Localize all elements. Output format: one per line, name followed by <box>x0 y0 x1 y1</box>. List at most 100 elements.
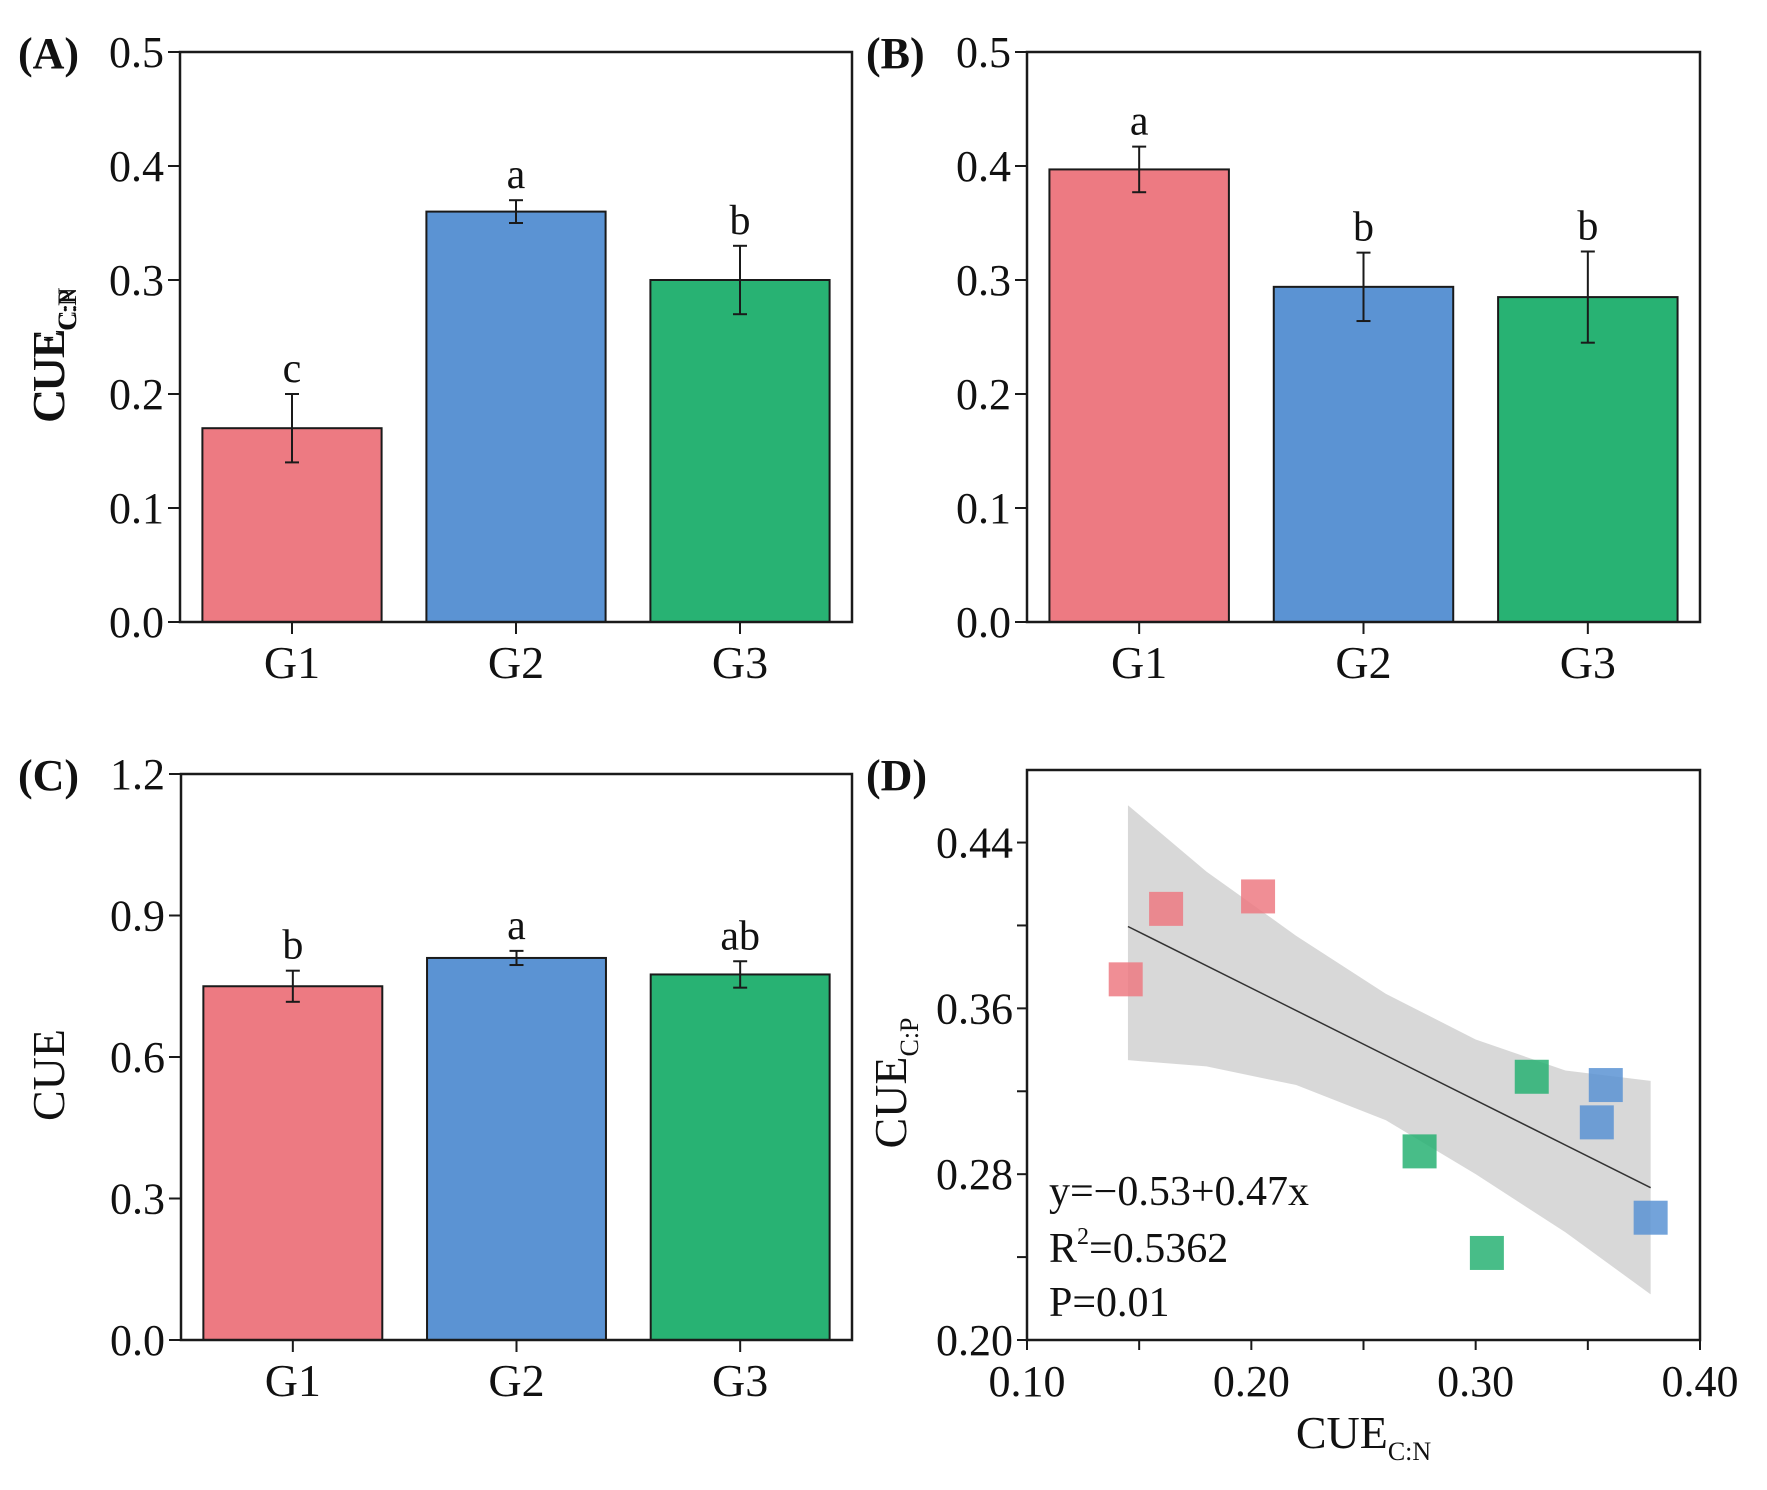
bar-g2 <box>425 210 607 623</box>
y-axis-label-main: CUE <box>23 1029 74 1121</box>
y-tick-label: 0.4 <box>956 142 1011 191</box>
y-axis-label-subscript: C:P <box>895 1017 924 1056</box>
y-axis-label: CUEC:P <box>23 289 82 420</box>
y-tick-label: 0.0 <box>109 598 164 647</box>
significance-letter: ab <box>720 913 760 959</box>
y-axis-label: CUE <box>23 1029 74 1121</box>
y-tick-label: 0.1 <box>956 484 1011 533</box>
x-tick-label: G1 <box>264 637 320 688</box>
panel-label: (A) <box>18 29 79 78</box>
plot-frame <box>1025 50 1702 624</box>
panel-c: b G1 a G2 ab G3 0.0 0.3 0.6 0.9 1.2 CUE (C) <box>18 750 854 1406</box>
x-tick-label: G2 <box>488 1355 544 1406</box>
x-tick-label: G3 <box>712 637 768 688</box>
y-tick-label: 0.3 <box>110 1175 165 1224</box>
x-tick-label: G2 <box>1335 637 1391 688</box>
y-tick-label: 0.4 <box>109 142 164 191</box>
y-tick-label: 0.9 <box>110 892 165 941</box>
x-tick-label: 0.30 <box>1437 1357 1514 1406</box>
x-tick-label: G1 <box>265 1355 321 1406</box>
data-point-g1 <box>1241 879 1276 914</box>
significance-letter: c <box>283 346 302 392</box>
y-tick-label: 0.2 <box>956 370 1011 419</box>
y-axis-label-main: CUE <box>865 1057 916 1149</box>
regression-equation: y=−0.53+0.47x <box>1049 1169 1309 1215</box>
significance-letter: a <box>507 903 526 949</box>
y-tick-label: 0.5 <box>956 28 1011 77</box>
error-bar-g3 <box>733 960 748 989</box>
panel-label: (D) <box>866 751 927 800</box>
regression-line <box>1127 925 1651 1189</box>
r-squared: R2=0.5362 <box>1049 1224 1228 1272</box>
significance-letter: b <box>282 923 303 969</box>
panel-label: (C) <box>18 751 79 800</box>
bar-g3 <box>649 279 831 623</box>
error-bar-g3 <box>733 244 747 316</box>
panel-a: c G1 a G2 b G3 0.0 0.1 0.2 0.3 0.4 0.5 CUEC:N (A) <box>18 28 854 688</box>
y-tick-label: 0.3 <box>956 256 1011 305</box>
bar-g3 <box>649 973 831 1341</box>
x-tick-label: G1 <box>1111 637 1167 688</box>
confidence-band <box>1127 805 1651 1295</box>
error-bar-g1 <box>285 393 299 464</box>
y-tick-label: 0.3 <box>109 256 164 305</box>
panel-d: 0.10 0.20 0.30 0.400.200.280.360.44CUEC:NCU… <box>865 751 1739 1466</box>
r-squared-label: R <box>1049 1226 1077 1272</box>
data-point-g3 <box>1402 1134 1437 1169</box>
y-tick-label: 0.2 <box>109 370 164 419</box>
plot-frame <box>178 50 854 624</box>
data-point-g1 <box>1149 891 1184 926</box>
error-bar-g2 <box>509 949 524 967</box>
significance-letter: b <box>730 198 751 244</box>
y-axis-label-subscript: C:P <box>53 289 82 328</box>
y-tick-label: 0.36 <box>936 984 1013 1033</box>
x-tick-label: 0.40 <box>1662 1357 1739 1406</box>
bar-g1 <box>202 985 384 1341</box>
x-tick-label: G3 <box>1560 637 1616 688</box>
y-tick-label: 0.6 <box>110 1033 165 1082</box>
y-axis-label-subscript: C:N <box>53 287 82 331</box>
x-axis-label-subscript: C:N <box>1388 1437 1432 1466</box>
bar-g1 <box>1048 168 1230 623</box>
significance-letter: a <box>1130 99 1149 145</box>
data-point-g3 <box>1514 1059 1549 1094</box>
y-axis-label-main: CUE <box>23 329 74 421</box>
significance-letter: a <box>507 152 526 198</box>
panel-label: (B) <box>866 29 925 78</box>
data-point-g2 <box>1588 1068 1623 1103</box>
p-value: P=0.01 <box>1049 1280 1170 1326</box>
y-tick-label: 0.0 <box>110 1316 165 1365</box>
x-tick-label: G2 <box>488 637 544 688</box>
y-tick-label: 0.20 <box>936 1316 1013 1365</box>
y-tick-label: 0.5 <box>109 28 164 77</box>
y-tick-label: 0.44 <box>936 819 1013 868</box>
r-squared-superscript: 2 <box>1077 1224 1089 1250</box>
y-tick-label: 1.2 <box>110 750 165 799</box>
y-axis-label-main: CUE <box>23 331 74 423</box>
error-bar-g3 <box>1580 250 1595 344</box>
y-tick-label: 0.28 <box>936 1150 1013 1199</box>
bar-g3 <box>1497 296 1679 623</box>
data-point-g2 <box>1633 1200 1668 1235</box>
x-axis-label-main: CUE <box>1296 1407 1388 1458</box>
significance-letter: b <box>1577 204 1598 250</box>
error-bar-g1 <box>285 969 300 1003</box>
y-axis-label: CUEC:P <box>865 1017 924 1148</box>
error-bar-g2 <box>509 199 523 224</box>
r-squared-value: =0.5362 <box>1089 1226 1228 1272</box>
y-tick-label: 0.1 <box>109 484 164 533</box>
data-point-g1 <box>1108 962 1143 997</box>
data-point-g3 <box>1469 1235 1504 1270</box>
significance-letter: b <box>1353 205 1374 251</box>
panel-b: a G1 b G2 b G3 0.0 0.1 0.2 0.3 0.4 0.5 CUEC:P (B) <box>23 28 1702 688</box>
bar-g2 <box>426 956 607 1341</box>
y-axis-label: CUEC:N <box>23 287 82 423</box>
error-bar-g1 <box>1132 145 1147 194</box>
x-tick-label: 0.20 <box>1213 1357 1290 1406</box>
error-bar-g2 <box>1356 251 1371 323</box>
x-tick-label: G3 <box>712 1355 768 1406</box>
x-tick-label: 0.10 <box>989 1357 1066 1406</box>
y-tick-label: 0.0 <box>956 598 1011 647</box>
x-axis-label: CUEC:N <box>1296 1407 1432 1466</box>
